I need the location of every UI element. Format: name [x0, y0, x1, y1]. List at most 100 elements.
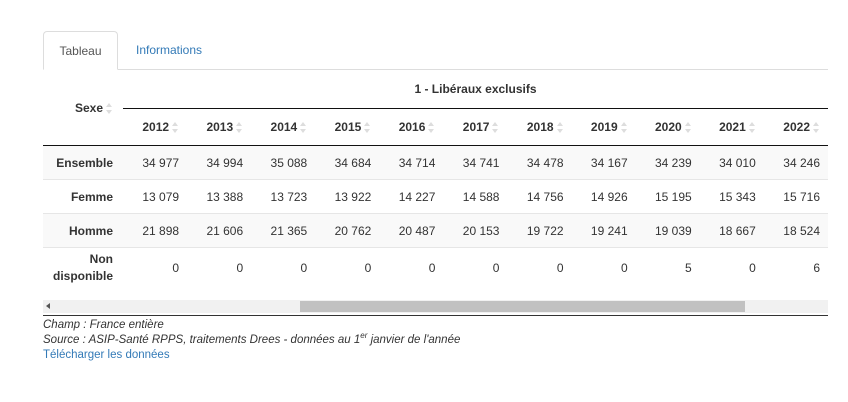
column-header-label: 2020 [655, 120, 682, 134]
data-table-container: Sexe 1 - Libéraux exclusifs 2012 2013 2014… [43, 70, 828, 288]
table-cell: 13 723 [251, 179, 316, 214]
table-cell: 6 [763, 247, 828, 288]
horizontal-scrollbar[interactable] [43, 300, 828, 313]
table-cell: 14 926 [571, 179, 636, 214]
table-cell: 0 [699, 247, 764, 288]
column-header-label: 2021 [719, 120, 746, 134]
table-cell: 13 079 [123, 179, 188, 214]
scrollbar-thumb[interactable] [300, 301, 745, 312]
table-cell: 34 167 [571, 145, 636, 180]
table-cell: 18 524 [763, 213, 828, 248]
table-cell: 34 977 [123, 145, 188, 180]
column-header-label: 2015 [334, 120, 362, 134]
row-header-line: Non [89, 252, 113, 266]
table-cell: 20 487 [379, 213, 444, 248]
row-header-line: disponible [53, 269, 113, 283]
column-header-label: 2019 [590, 120, 618, 134]
table-cell: 34 246 [763, 145, 828, 180]
table-cell: 19 039 [635, 213, 700, 248]
table-cell: 34 684 [315, 145, 380, 180]
table-bottom-divider [43, 315, 828, 316]
sort-icon [813, 122, 820, 134]
note-source-text: Source : ASIP-Santé RPPS, traitements Dr… [43, 334, 361, 346]
table-row: Femme 13 079 13 388 13 723 13 922 14 227 14 58… [43, 179, 828, 214]
table-cell: 19 722 [507, 213, 572, 248]
table-cell: 19 241 [571, 213, 636, 248]
table-cell: 34 714 [379, 145, 444, 180]
sort-icon [172, 122, 179, 134]
scroll-left-arrow-icon[interactable] [46, 303, 50, 309]
sort-icon [236, 122, 243, 134]
column-header-label: 2013 [206, 120, 234, 134]
table-cell: 13 922 [315, 179, 380, 214]
sort-icon [300, 122, 307, 134]
column-header-sexe[interactable]: Sexe [43, 70, 123, 146]
table-cell: 0 [251, 247, 316, 288]
table-cell: 0 [571, 247, 636, 288]
note-source-text-end: janvier de l'année [367, 334, 461, 346]
row-header: Homme [43, 213, 123, 248]
tab-informations[interactable]: Informations [136, 43, 203, 57]
table-cell: 34 741 [443, 145, 508, 180]
sort-icon [428, 122, 435, 134]
table-cell: 15 716 [763, 179, 828, 214]
column-header-year[interactable]: 2018 [507, 108, 572, 146]
data-table: Sexe 1 - Libéraux exclusifs 2012 2013 2014… [43, 70, 828, 288]
column-header-year[interactable]: 2014 [251, 108, 316, 146]
tab-bar: Tableau Informations [43, 31, 828, 70]
table-cell: 21 606 [187, 213, 252, 248]
sort-icon [364, 122, 371, 134]
tab-tableau[interactable]: Tableau [43, 31, 118, 70]
row-header: Ensemble [43, 145, 123, 180]
table-cell: 0 [507, 247, 572, 288]
table-cell: 0 [379, 247, 444, 288]
table-cell: 15 195 [635, 179, 700, 214]
column-header-label: 2022 [783, 120, 810, 134]
table-cell: 0 [443, 247, 508, 288]
column-header-label: 2017 [462, 120, 490, 134]
column-header-year[interactable]: 2020 [635, 108, 700, 146]
sort-icon [620, 122, 628, 134]
column-header-label: 2014 [270, 120, 298, 134]
table-cell: 0 [315, 247, 380, 288]
row-header: Non disponible [43, 247, 123, 288]
table-cell: 21 898 [123, 213, 188, 248]
table-cell: 14 227 [379, 179, 444, 214]
column-header-year[interactable]: 2012 [123, 108, 188, 146]
column-header-year[interactable]: 2022 [763, 108, 828, 146]
sort-icon [492, 122, 499, 134]
column-header-year[interactable]: 2021 [699, 108, 764, 146]
table-row: Homme 21 898 21 606 21 365 20 762 20 487 20 15… [43, 213, 828, 248]
table-cell: 18 667 [699, 213, 764, 248]
table-cell: 0 [187, 247, 252, 288]
table-cell: 34 994 [187, 145, 252, 180]
table-cell: 20 762 [315, 213, 380, 248]
column-header-year[interactable]: 2015 [315, 108, 380, 146]
note-source: Source : ASIP-Santé RPPS, traitements Dr… [43, 331, 461, 348]
table-notes: Champ : France entière Source : ASIP-San… [43, 318, 460, 363]
sort-icon [106, 102, 113, 114]
column-header-year[interactable]: 2013 [187, 108, 252, 146]
table-cell: 34 478 [507, 145, 572, 180]
table-cell: 34 239 [635, 145, 700, 180]
note-source-sup: er [360, 331, 368, 341]
column-header-year[interactable]: 2019 [571, 108, 636, 146]
sort-icon [684, 122, 692, 134]
table-cell: 14 588 [443, 179, 508, 214]
table-row: Non disponible 0 0 0 0 0 0 0 0 5 0 6 [43, 247, 828, 288]
column-header-year[interactable]: 2016 [379, 108, 444, 146]
table-row: Ensemble 34 977 34 994 35 088 34 684 34 714 34… [43, 145, 828, 180]
column-header-label: 2012 [142, 120, 170, 134]
table-cell: 21 365 [251, 213, 316, 248]
download-data-link[interactable]: Télécharger les données [43, 349, 170, 361]
table-cell: 13 388 [187, 179, 252, 214]
column-header-label: 2018 [526, 120, 554, 134]
table-cell: 20 153 [443, 213, 508, 248]
table-cell: 34 010 [699, 145, 764, 180]
column-header-year[interactable]: 2017 [443, 108, 508, 146]
table-cell: 0 [123, 247, 188, 288]
table-cell: 35 088 [251, 145, 316, 180]
sort-icon [748, 122, 756, 134]
table-cell: 5 [635, 247, 700, 288]
note-champ: Champ : France entière [43, 319, 164, 331]
